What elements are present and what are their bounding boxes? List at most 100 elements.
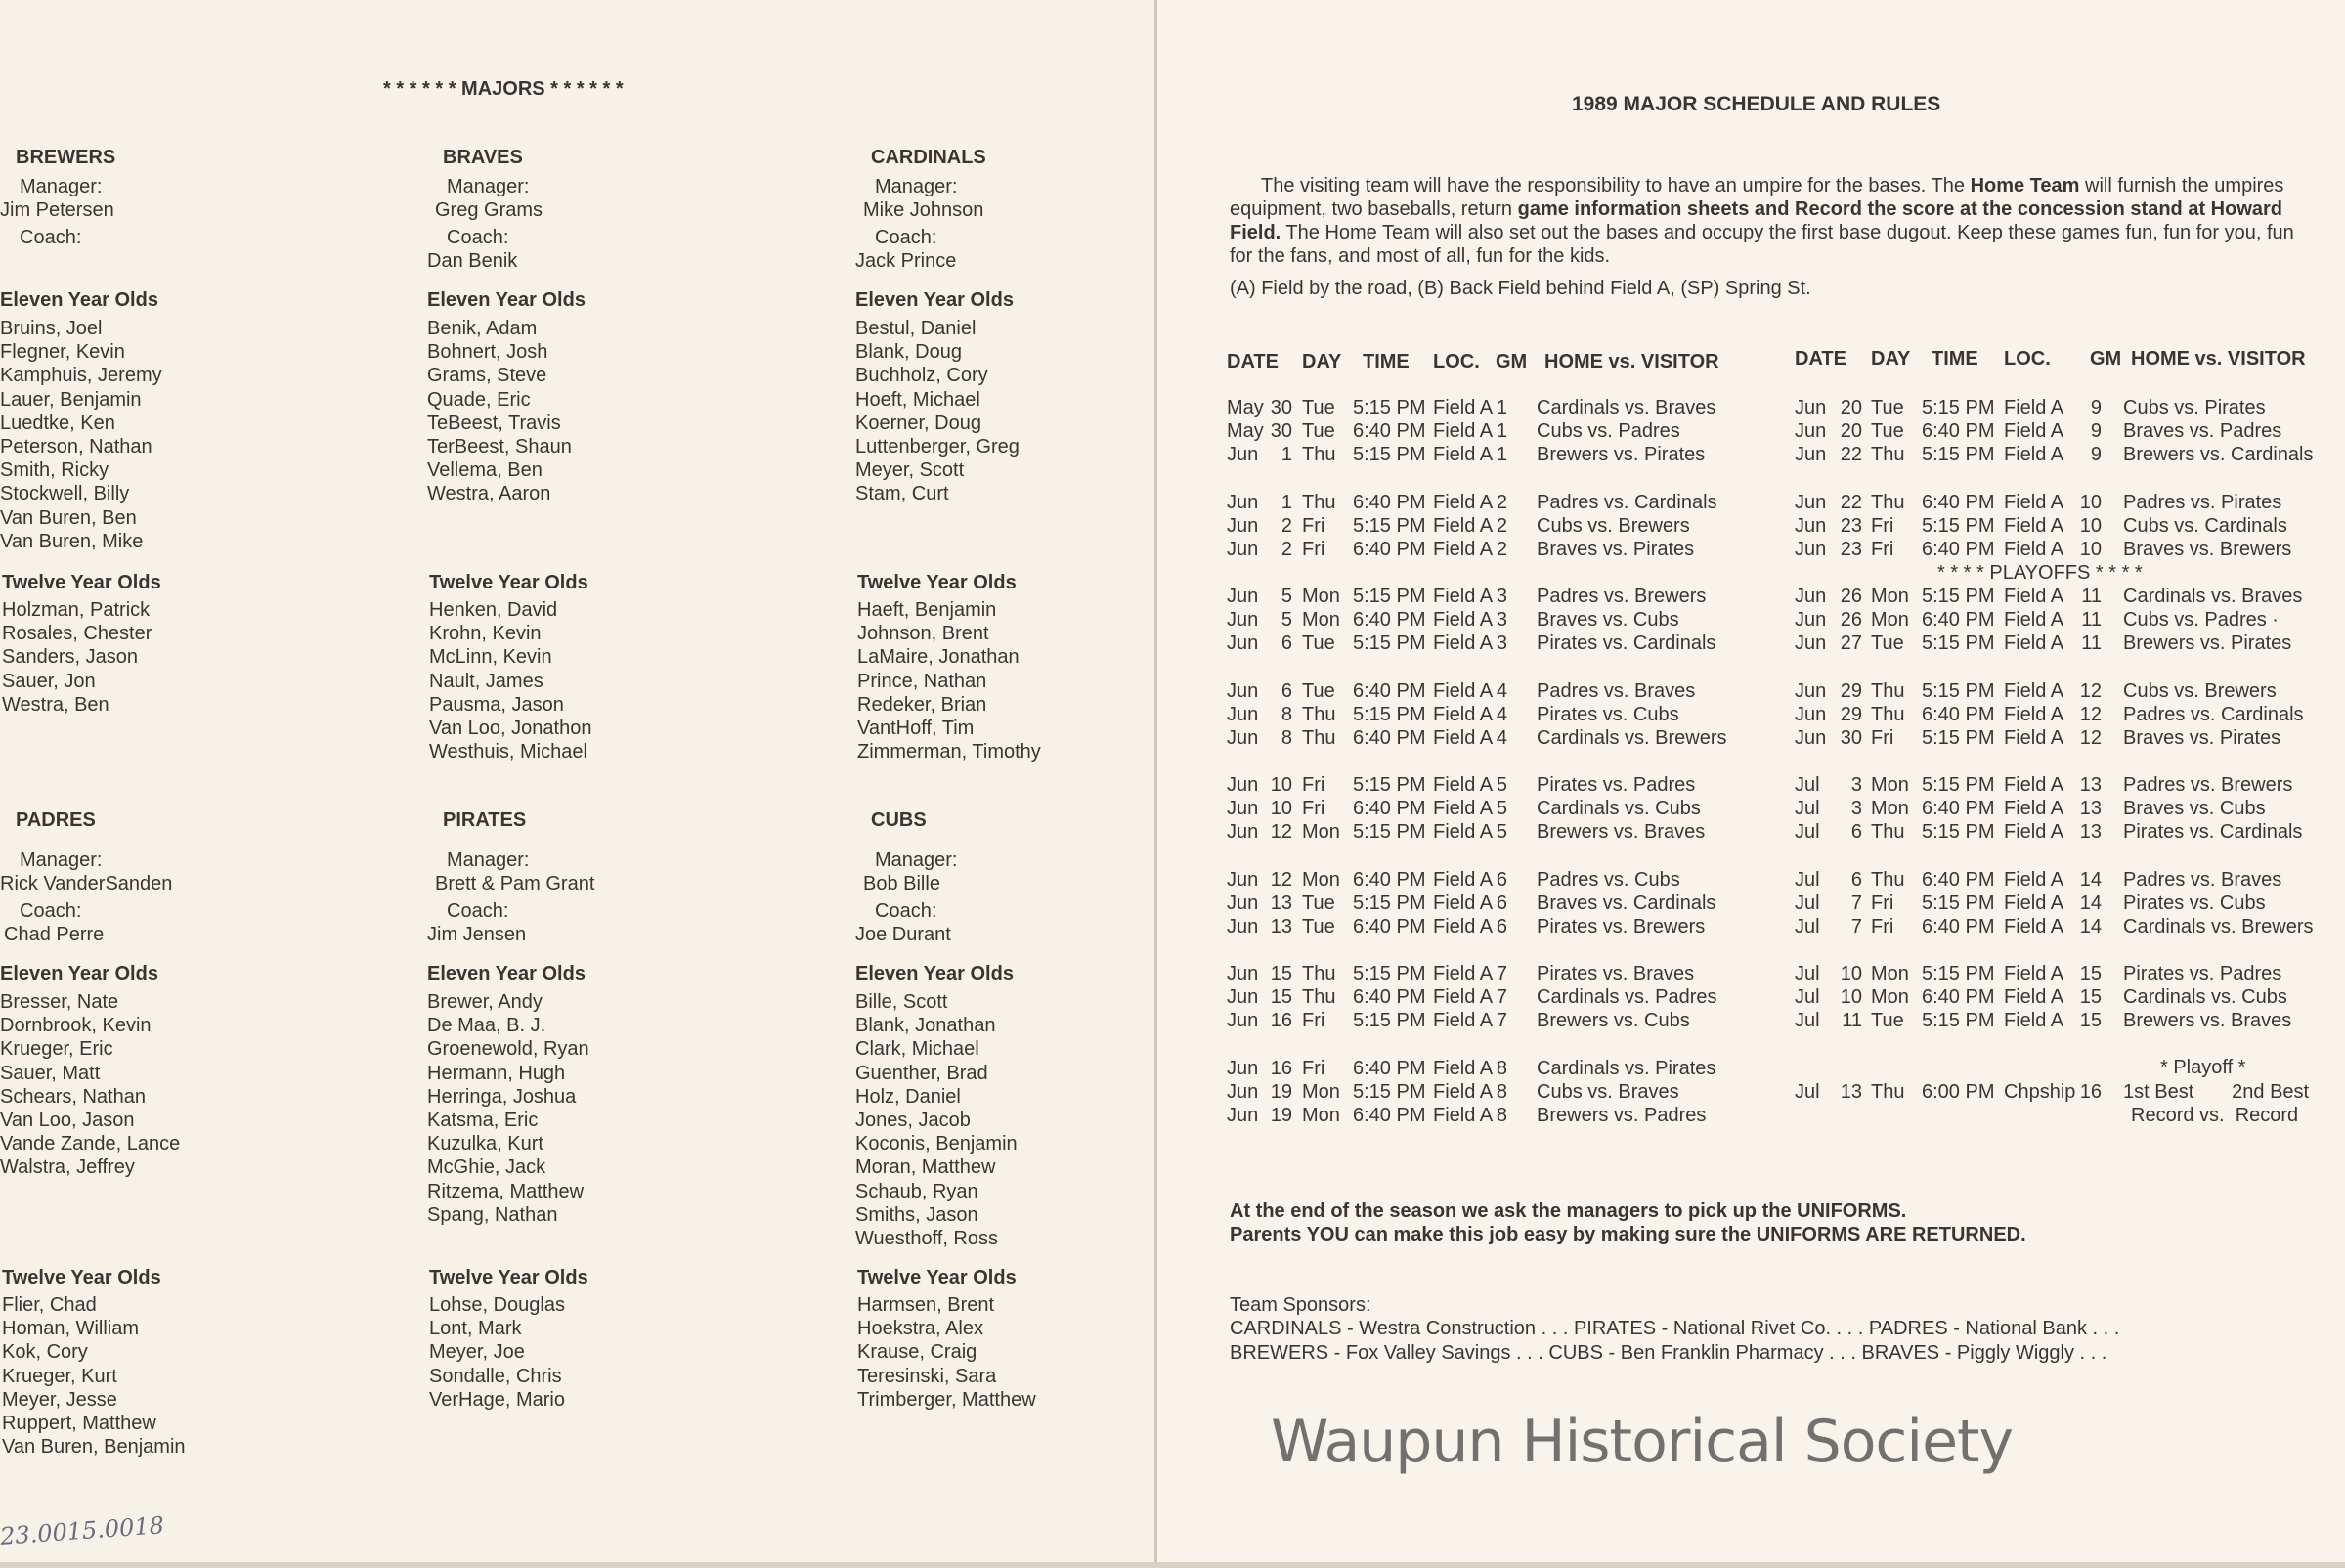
game-day-number: 29 <box>1840 703 1862 725</box>
game-time: 6:40 PM <box>1353 915 1426 937</box>
game-location: Field A <box>2004 420 2064 443</box>
manager-label: Manager: <box>875 849 958 871</box>
game-matchup: Cubs vs. Cardinals <box>2123 514 2287 537</box>
game-location: Field A <box>1433 491 1494 513</box>
game-number: 5 <box>1496 798 1507 820</box>
game-time: 5:15 PM <box>1922 632 1995 655</box>
game-location: Field A <box>2004 397 2064 418</box>
team-name: BREWERS <box>16 147 116 168</box>
header-home-vs-visitor: HOME vs. VISITOR <box>1544 351 1719 372</box>
game-matchup: Cardinals vs. Braves <box>2123 586 2303 607</box>
game-month: Jul <box>1795 892 1820 914</box>
game-day-number: 15 <box>1270 986 1292 1009</box>
game-matchup: Cubs vs. Pirates <box>2123 397 2266 418</box>
game-month: Jun <box>1227 963 1259 984</box>
game-month: Jun <box>1227 514 1259 537</box>
game-time: 6:40 PM <box>1353 986 1426 1009</box>
player-name: Spang, Nathan <box>427 1203 558 1226</box>
game-month: Jun <box>1227 1104 1259 1126</box>
player-name: De Maa, B. J. <box>427 1015 546 1037</box>
player-name: Meyer, Joe <box>429 1341 525 1364</box>
player-name: Van Buren, Benjamin <box>2 1436 186 1459</box>
manager-name: Jim Petersen <box>0 199 114 221</box>
game-location: Field A <box>1433 632 1494 655</box>
player-name: Stam, Curt <box>855 483 949 505</box>
game-day-number: 23 <box>1840 514 1862 537</box>
player-name: Lauer, Benjamin <box>0 388 142 411</box>
game-time: 6:40 PM <box>1922 868 1995 891</box>
game-weekday: Tue <box>1302 679 1335 702</box>
game-day-number: 7 <box>1850 915 1862 937</box>
game-matchup: Cardinals vs. Cubs <box>2123 986 2287 1009</box>
game-time: 6:40 PM <box>1353 679 1426 702</box>
game-weekday: Mon <box>1871 963 1909 984</box>
game-day-number: 19 <box>1270 1104 1292 1126</box>
player-name: Prince, Nathan <box>857 670 987 692</box>
game-weekday: Tue <box>1871 1010 1904 1032</box>
game-location: Field A <box>1433 397 1494 418</box>
game-weekday: Fri <box>1302 514 1325 537</box>
rules-bold-1: Home Team <box>1970 175 2080 196</box>
game-number: 6 <box>1496 892 1507 914</box>
game-day-number: 6 <box>1850 868 1862 891</box>
rules-text-2: will furnish the umpires equipment, two … <box>1230 175 2284 220</box>
manager-name: Greg Grams <box>435 199 543 221</box>
player-name: Hermann, Hugh <box>427 1062 566 1084</box>
game-matchup: Braves vs. Cubs <box>2123 798 2266 820</box>
game-day-number: 6 <box>1281 632 1292 655</box>
game-day-number: 10 <box>1270 798 1292 820</box>
game-day-number: 22 <box>1840 444 1862 466</box>
game-weekday: Mon <box>1302 821 1340 844</box>
header-gm: GM <box>2090 348 2122 370</box>
game-location: Field A <box>2004 963 2064 984</box>
game-day-number: 10 <box>1840 986 1862 1009</box>
player-name: Westra, Aaron <box>427 483 551 505</box>
player-name: Holz, Daniel <box>855 1085 961 1108</box>
twelve-year-olds-heading: Twelve Year Olds <box>429 572 588 593</box>
game-number: 4 <box>1496 726 1507 749</box>
manager-name: Rick VanderSanden <box>0 873 173 894</box>
player-name: Van Buren, Mike <box>0 530 144 552</box>
game-matchup: Brewers vs. Pirates <box>1537 444 1706 466</box>
game-day-number: 15 <box>1270 963 1292 984</box>
player-name: Krueger, Eric <box>0 1038 113 1061</box>
player-name: TerBeest, Shaun <box>427 436 572 457</box>
left-page <box>0 0 1155 1568</box>
player-name: TeBeest, Travis <box>427 412 561 434</box>
header-time: TIME <box>1932 348 1978 370</box>
game-day-number: 27 <box>1840 632 1862 655</box>
coach-label: Coach: <box>875 900 937 922</box>
game-weekday: Fri <box>1302 798 1325 820</box>
player-name: Vellema, Ben <box>427 459 543 482</box>
game-location: Field A <box>2004 444 2064 466</box>
game-number: 8 <box>1496 1080 1507 1103</box>
player-name: Holzman, Patrick <box>2 599 151 621</box>
game-location: Field A <box>2004 726 2064 749</box>
game-day-number: 6 <box>1281 679 1292 702</box>
game-month: Jun <box>1227 1080 1259 1103</box>
game-location: Field A <box>2004 538 2064 560</box>
player-name: Blank, Jonathan <box>855 1015 996 1037</box>
eleven-year-olds-heading: Eleven Year Olds <box>0 289 158 311</box>
game-time: 5:15 PM <box>1922 679 1995 702</box>
game-day-number: 8 <box>1281 703 1292 725</box>
header-day: DAY <box>1302 351 1342 372</box>
player-name: Bresser, Nate <box>0 991 119 1013</box>
twelve-year-olds-heading: Twelve Year Olds <box>429 1267 588 1288</box>
game-location: Field A <box>1433 1104 1494 1126</box>
player-name: Smiths, Jason <box>855 1203 978 1226</box>
manager-label: Manager: <box>447 176 530 197</box>
game-matchup: Cardinals vs. Pirates <box>1537 1057 1716 1079</box>
game-time: 5:15 PM <box>1922 892 1995 914</box>
game-day-number: 30 <box>1840 726 1862 749</box>
game-matchup: Braves vs. Pirates <box>1537 538 1695 560</box>
player-name: Bohnert, Josh <box>427 341 548 364</box>
player-name: Brewer, Andy <box>427 991 543 1013</box>
manager-name: Mike Johnson <box>863 199 984 221</box>
game-matchup: Pirates vs. Cubs <box>2123 892 2266 914</box>
game-weekday: Thu <box>1871 703 1905 725</box>
header-day: DAY <box>1871 348 1911 370</box>
player-name: Luttenberger, Greg <box>855 436 1020 457</box>
game-time: 5:15 PM <box>1922 963 1995 984</box>
game-matchup: Cardinals vs. Cubs <box>1537 798 1701 820</box>
